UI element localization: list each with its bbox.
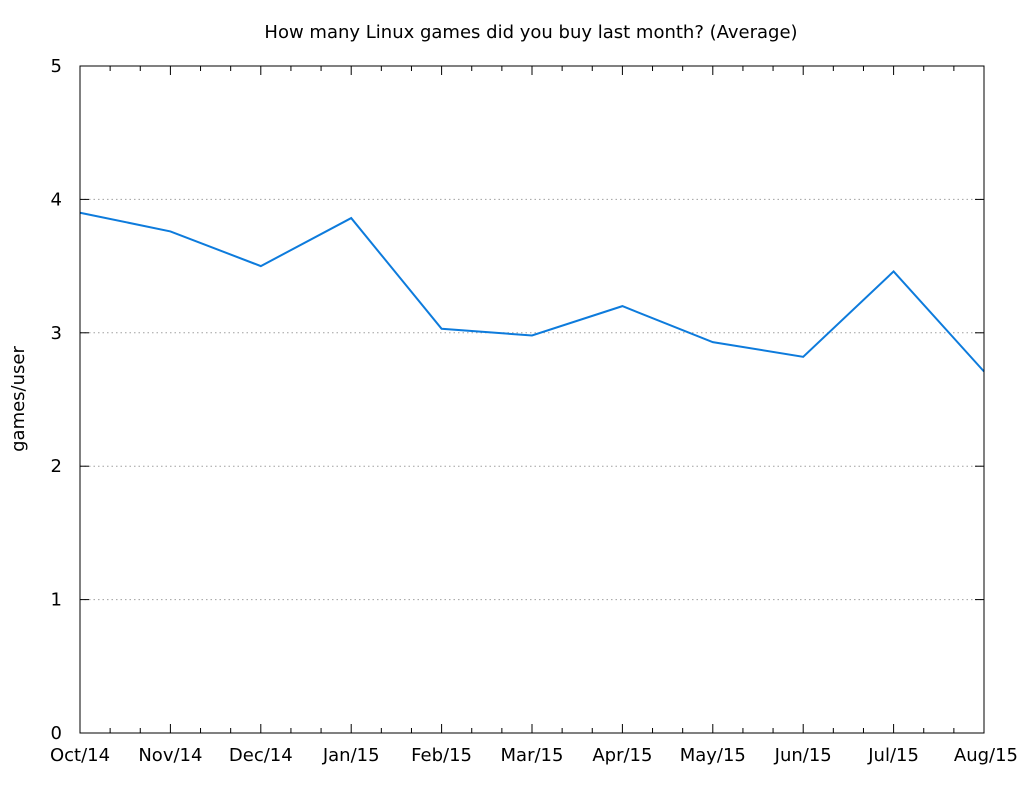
plot-frame bbox=[79, 65, 985, 734]
data-point bbox=[170, 231, 171, 232]
x-tick-label: Nov/14 bbox=[138, 745, 202, 766]
data-point bbox=[441, 328, 442, 329]
x-tick-label: Mar/15 bbox=[501, 745, 564, 766]
data-point bbox=[351, 218, 352, 219]
grid-lines bbox=[80, 198, 984, 601]
axis-ticks bbox=[79, 65, 985, 734]
data-point bbox=[260, 266, 261, 267]
x-tick-label: Jan/15 bbox=[322, 745, 380, 766]
data-point bbox=[803, 356, 804, 357]
x-tick-label: Jul/15 bbox=[867, 745, 919, 766]
x-tick-label: May/15 bbox=[680, 745, 746, 766]
x-tick-label: Feb/15 bbox=[411, 745, 472, 766]
y-tick-label: 1 bbox=[51, 590, 62, 611]
data-point bbox=[622, 306, 623, 307]
y-tick-label: 5 bbox=[51, 56, 62, 77]
x-tick-label: Aug/15 bbox=[954, 745, 1018, 766]
data-point bbox=[712, 342, 713, 343]
series-line bbox=[79, 211, 985, 373]
y-tick-label: 0 bbox=[51, 723, 62, 744]
chart-title: How many Linux games did you buy last mo… bbox=[264, 22, 797, 43]
y-axis-label: games/user bbox=[8, 346, 29, 452]
y-tick-label: 3 bbox=[51, 323, 62, 344]
y-tick-labels: 0 1 2 3 4 5 bbox=[51, 56, 62, 744]
data-point bbox=[532, 335, 533, 336]
x-tick-labels: Oct/14 Nov/14 Dec/14 Jan/15 Feb/15 Mar/15 Apr/… bbox=[50, 745, 1018, 766]
x-tick-label: Jun/15 bbox=[774, 745, 832, 766]
x-tick-label: Oct/14 bbox=[50, 745, 110, 766]
data-point bbox=[893, 271, 894, 272]
x-tick-label: Apr/15 bbox=[592, 745, 652, 766]
x-tick-label: Dec/14 bbox=[229, 745, 293, 766]
plot-border bbox=[79, 65, 985, 734]
series-layer bbox=[79, 211, 985, 373]
y-tick-label: 2 bbox=[51, 456, 62, 477]
y-tick-label: 4 bbox=[51, 189, 62, 210]
